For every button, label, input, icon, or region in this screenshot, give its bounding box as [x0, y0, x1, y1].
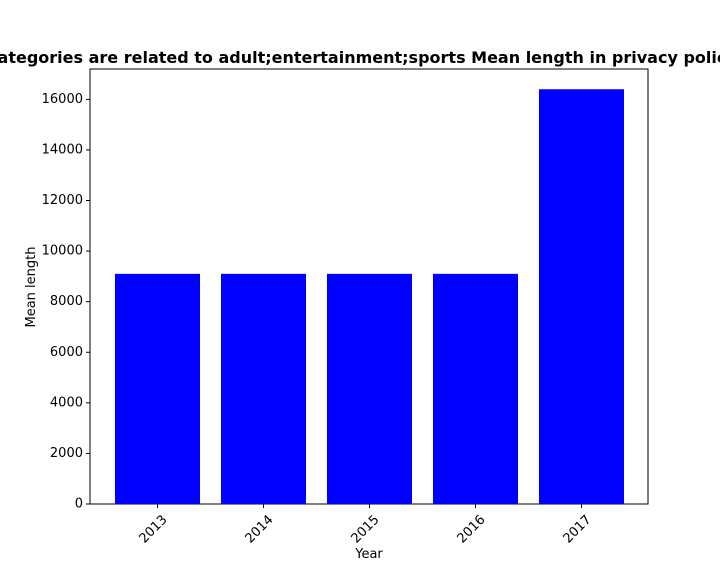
- x-tick-label: 2015: [349, 512, 383, 546]
- bar-2013: [115, 273, 200, 504]
- y-tick-label: 10000: [42, 244, 83, 259]
- y-axis: 0 2000 4000 6000 8000 10000 12000 14000 16000: [42, 92, 90, 512]
- bar-2015: [327, 273, 412, 504]
- chart-title: Categories are related to adult;entertai…: [0, 48, 720, 67]
- x-axis-label: Year: [354, 547, 383, 562]
- x-tick-label: 2016: [455, 512, 489, 546]
- y-axis-label: Mean length: [24, 247, 39, 328]
- x-tick-label: 2014: [243, 512, 277, 546]
- x-tick-label: 2017: [561, 512, 595, 546]
- x-axis: 2013 2014 2015 2016 2017: [137, 504, 595, 546]
- bar-2014: [221, 273, 306, 504]
- y-tick-label: 16000: [42, 92, 83, 107]
- bars-layer: [115, 89, 624, 505]
- y-tick-label: 4000: [50, 395, 83, 410]
- y-tick-label: 2000: [50, 446, 83, 461]
- bar-2016: [433, 273, 518, 504]
- y-tick-label: 14000: [42, 142, 83, 157]
- y-tick-label: 0: [75, 497, 83, 512]
- y-tick-label: 12000: [42, 193, 83, 208]
- y-tick-label: 8000: [50, 294, 83, 309]
- x-tick-label: 2013: [137, 512, 171, 546]
- y-tick-label: 6000: [50, 345, 83, 360]
- bar-2017: [539, 89, 624, 505]
